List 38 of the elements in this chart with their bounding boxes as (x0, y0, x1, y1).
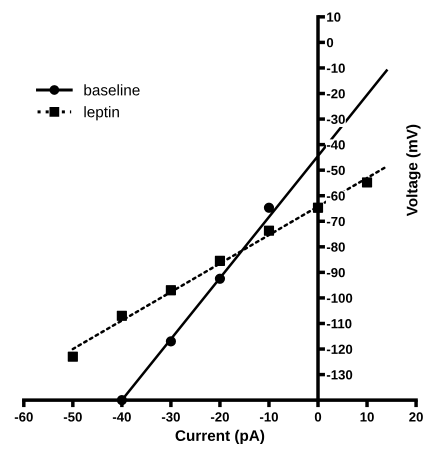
y-tick-label: -50 (326, 166, 345, 176)
x-tick-label: -40 (112, 412, 131, 422)
legend-label: leptin (84, 106, 119, 120)
x-tick-label: -20 (210, 412, 229, 422)
y-axis-title: Voltage (mV) (406, 124, 421, 216)
y-tick-label: 0 (326, 38, 334, 48)
point (116, 310, 127, 321)
y-tick-label: -130 (326, 370, 352, 380)
x-tick-label: -50 (64, 412, 82, 422)
y-tick-label: -40 (326, 140, 345, 150)
x-tick-label: 0 (314, 412, 322, 422)
y-tick-label: -80 (326, 242, 345, 252)
point (312, 202, 324, 213)
y-tick-label: -120 (326, 344, 352, 354)
y-tick-label: -60 (326, 191, 345, 201)
y-tick-label: -70 (326, 216, 345, 226)
point (214, 274, 226, 284)
y-tick-label: -110 (326, 319, 352, 328)
point (166, 285, 176, 296)
point (166, 336, 176, 346)
point (214, 256, 226, 266)
x-tick-label: -30 (162, 412, 180, 422)
x-tick-label: 10 (360, 412, 374, 422)
x-tick-label: -10 (260, 412, 278, 422)
point (264, 202, 274, 213)
point (68, 352, 78, 362)
y-tick-label: -90 (326, 268, 345, 278)
legend-label: baseline (84, 84, 140, 96)
x-tick-label: -60 (14, 412, 33, 422)
y-tick-label: -10 (326, 64, 345, 73)
x-tick-label: 20 (409, 412, 423, 422)
point (264, 226, 274, 236)
y-tick-label: -20 (326, 89, 345, 98)
y-tick-label: 10 (327, 12, 340, 22)
point (362, 177, 372, 188)
x-axis-title: Current (pA) (176, 430, 264, 444)
y-tick-label: -100 (326, 293, 352, 303)
y-tick-label: -30 (326, 114, 345, 124)
